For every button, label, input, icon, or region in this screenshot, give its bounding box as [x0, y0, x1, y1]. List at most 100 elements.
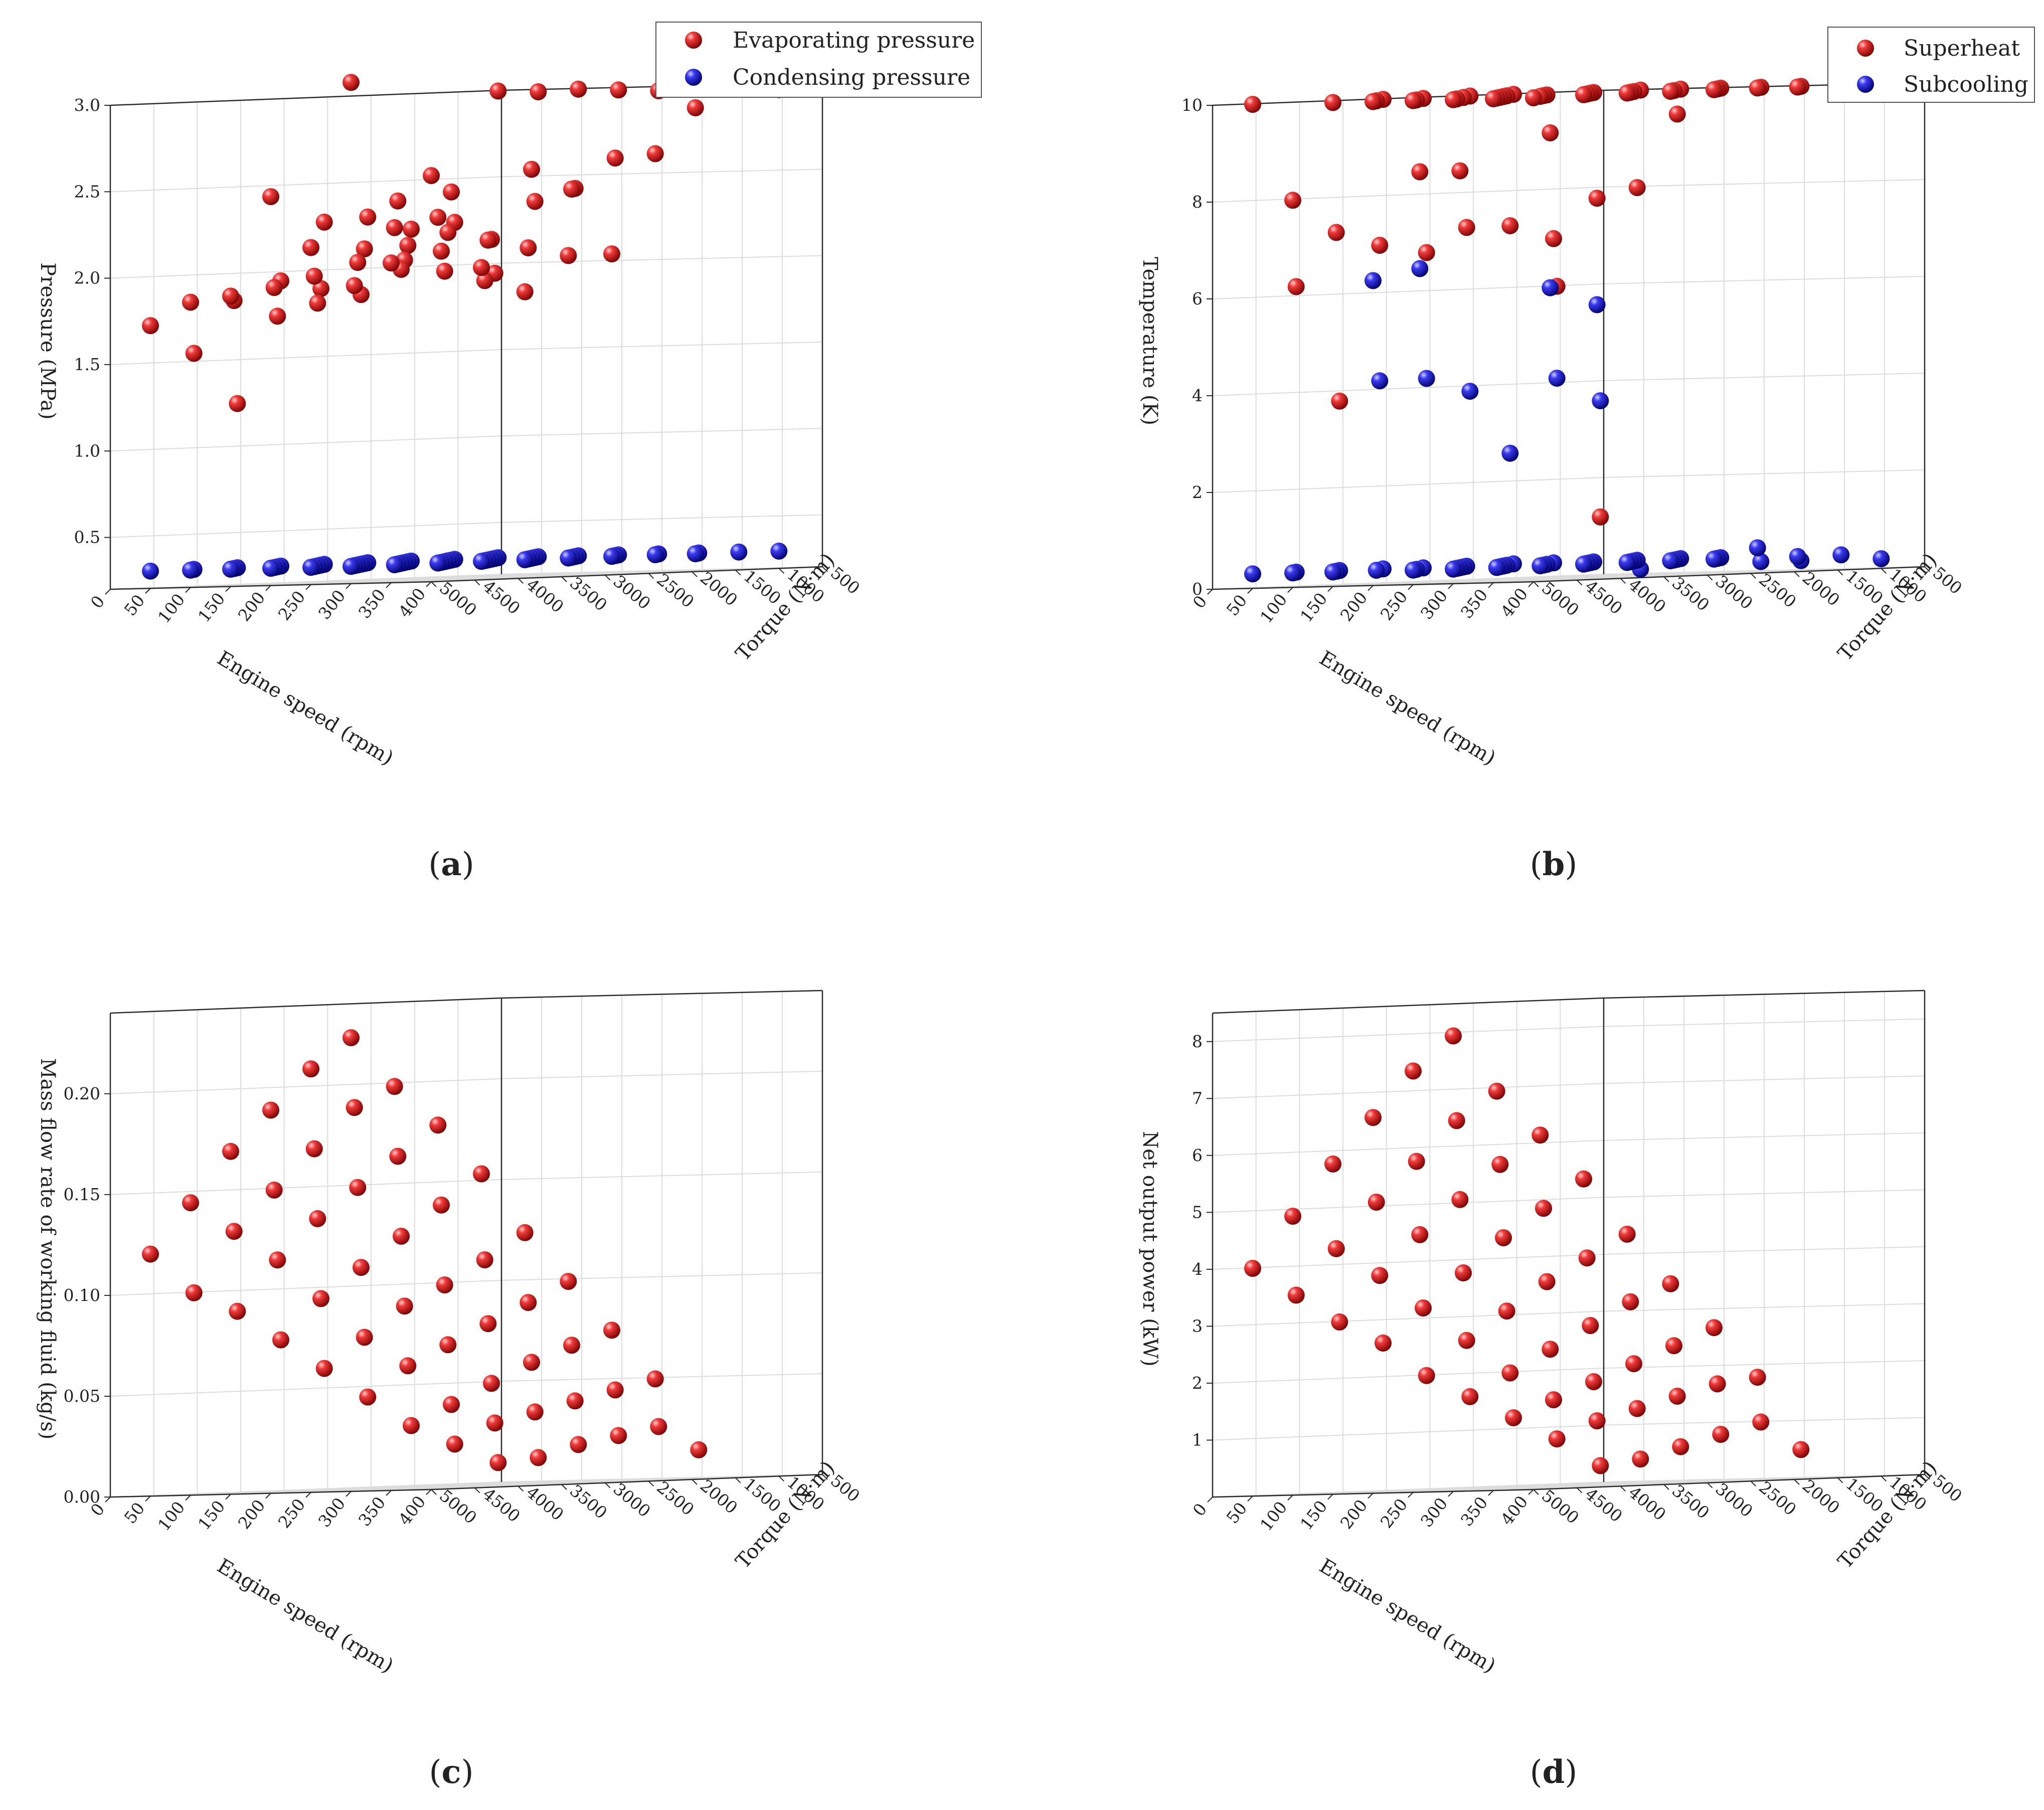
point-b-s0-56: [1445, 91, 1462, 108]
point-c-s0-28: [476, 1251, 493, 1268]
x-tick-mark-d-1: [1881, 1475, 1887, 1482]
floor-grid-y-b-1: [1252, 573, 1644, 589]
point-c-s0-1: [530, 1449, 547, 1466]
point-d-s0-17: [1706, 1319, 1723, 1337]
point-c-s0-46: [346, 1099, 363, 1116]
point-a-s0-1: [530, 83, 547, 100]
x-tick-mark-c-7: [518, 1486, 524, 1492]
x-tick-mark-c-9: [431, 1489, 437, 1495]
x-tick-label-b-9: 5000: [1538, 578, 1583, 620]
floor-grid-y-a-1: [150, 573, 542, 589]
y-tick-mark-d-5: [1408, 1492, 1414, 1498]
point-d-s0-18: [1461, 1388, 1479, 1405]
panel-c: 5001000150020002500300035004000450050000…: [36, 990, 864, 1678]
y-tick-mark-b-1: [1247, 588, 1253, 594]
x-tick-mark-b-6: [1663, 576, 1669, 582]
point-a-s0-38: [473, 259, 490, 276]
point-a-s1-26: [560, 549, 577, 567]
y-tick-mark-c-0: [105, 1497, 111, 1503]
y-tick-label-d-6: 300: [1417, 1494, 1452, 1531]
wall-y-grid-h-d-7: [1603, 1018, 1925, 1027]
wall-y-grid-h-c-2: [501, 1272, 823, 1281]
x-tick-mark-a-1: [778, 568, 785, 574]
point-b-s0-53: [1324, 94, 1341, 111]
point-a-s1-38: [473, 553, 490, 570]
marks-d: [1244, 1027, 1810, 1474]
y-tick-mark-a-5: [305, 584, 311, 590]
point-a-s0-54: [262, 188, 279, 206]
y-tick-mark-c-6: [346, 1491, 352, 1497]
x-axis-title-c: Engine speed (rpm): [213, 1554, 398, 1678]
y-tick-mark-b-4: [1368, 585, 1374, 591]
point-b-s0-27: [1418, 244, 1435, 261]
floor-grid-y-c-5: [310, 1476, 703, 1493]
y-tick-mark-d-0: [1207, 1497, 1213, 1503]
y-tick-label-a-0: 0: [87, 592, 109, 612]
point-a-s1-32: [516, 551, 534, 568]
point-a-s0-14: [687, 99, 704, 116]
floor-grid-y-c-3: [230, 1478, 622, 1495]
y-tick-mark-b-6: [1448, 583, 1454, 589]
point-d-s0-3: [1712, 1426, 1730, 1443]
point-d-s0-44: [1368, 1194, 1385, 1211]
z-tick-label-b-5: 10: [1181, 95, 1203, 115]
x-tick-mark-d-6: [1663, 1484, 1669, 1490]
z-tick-label-d-4: 5: [1192, 1202, 1203, 1222]
point-b-s0-40: [1371, 237, 1389, 254]
y-tick-mark-d-8: [1528, 1489, 1534, 1495]
point-b-s1-21: [1461, 383, 1479, 400]
y-tick-label-c-8: 400: [395, 1492, 430, 1529]
x-tick-label-b-7: 4000: [1625, 575, 1669, 617]
point-d-s0-15: [1625, 1355, 1642, 1373]
wall-y-grid-h-a-2: [501, 341, 823, 350]
point-d-s0-24: [1418, 1367, 1435, 1384]
floor-grid-y-a-4: [270, 570, 662, 586]
x-tick-mark-a-0: [822, 566, 828, 572]
point-b-s1-7: [1872, 550, 1890, 567]
floor-grid-y-d-5: [1413, 1476, 1805, 1493]
floor-grid-y-a-3: [230, 571, 622, 587]
y-tick-mark-c-4: [265, 1493, 271, 1499]
point-c-s0-4: [650, 1418, 667, 1435]
floor-grid-y-b-2: [1292, 572, 1684, 588]
y-tick-mark-b-7: [1488, 582, 1494, 588]
x-axis-title-a: Engine speed (rpm): [213, 646, 398, 770]
y-tick-mark-b-5: [1408, 584, 1414, 590]
point-a-s0-26: [560, 247, 577, 264]
point-d-s0-47: [1488, 1082, 1505, 1100]
y-tick-mark-b-3: [1327, 586, 1333, 592]
wall-x-grid-h-d-0: [1212, 1424, 1604, 1441]
wall-y-grid-h-b-2: [1603, 373, 1925, 381]
point-b-s0-45: [1287, 278, 1305, 295]
y-tick-label-c-2: 100: [154, 1498, 189, 1535]
y-tick-label-d-3: 150: [1296, 1497, 1331, 1534]
point-a-s1-50: [386, 556, 403, 573]
point-c-s0-14: [483, 1375, 500, 1392]
z-tick-label-d-7: 8: [1192, 1032, 1203, 1051]
point-a-s0-16: [443, 183, 460, 201]
point-b-s0-38: [1575, 86, 1592, 103]
frame-y-axis-a: [431, 566, 823, 583]
point-b-s1-27: [1418, 370, 1435, 387]
wall-x-grid-h-a-1: [110, 435, 502, 452]
point-d-s0-26: [1498, 1302, 1515, 1320]
point-c-s0-44: [265, 1181, 283, 1199]
point-d-s0-29: [1618, 1225, 1636, 1243]
legend-label-evaporating: Evaporating pressure: [733, 28, 975, 53]
y-tick-label-a-7: 350: [355, 585, 390, 622]
point-c-s0-34: [433, 1196, 450, 1214]
legend-box-a: [655, 22, 982, 98]
point-a-s0-47: [265, 279, 283, 296]
point-c-s0-13: [443, 1396, 460, 1413]
point-b-s1-47: [1368, 562, 1385, 579]
point-a-s1-53: [222, 560, 239, 578]
frame-top-left-c: [110, 997, 502, 1014]
point-b-s1-14: [1789, 548, 1806, 565]
z-axis-title-a: Pressure (MPa): [36, 262, 59, 419]
point-d-s0-53: [1445, 1027, 1462, 1045]
y-axis-title-c: Torque (N·m): [731, 1456, 839, 1573]
wall-x-grid-h-b-1: [1212, 477, 1604, 493]
x-tick-label-d-5: 3000: [1712, 1479, 1757, 1521]
floor-grid-y-b-6: [1453, 568, 1845, 584]
point-c-s0-3: [610, 1427, 627, 1444]
